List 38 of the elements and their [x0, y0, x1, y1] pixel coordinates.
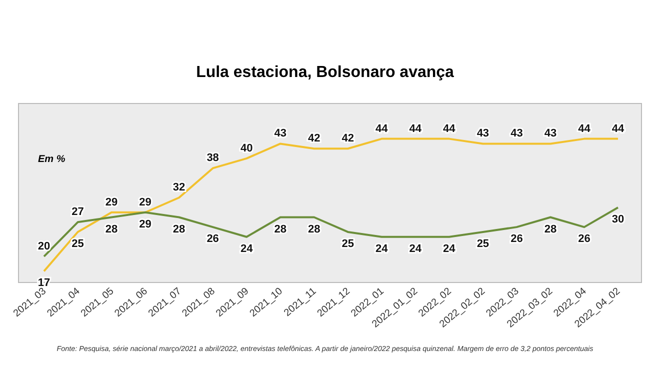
data-label: 29 — [139, 196, 152, 208]
data-label: 28 — [172, 223, 186, 236]
data-label: 27 — [72, 206, 84, 218]
data-label: 28 — [308, 223, 320, 236]
data-label: 43 — [544, 128, 557, 140]
data-label: 28 — [105, 223, 118, 236]
data-label: 24 — [409, 242, 422, 255]
data-label: 24 — [376, 242, 389, 255]
data-label: 26 — [510, 233, 523, 246]
data-label: 29 — [139, 218, 152, 230]
data-label: 44 — [443, 122, 456, 135]
data-label: 17 — [38, 277, 50, 290]
data-label: 42 — [308, 132, 320, 145]
data-label: 25 — [72, 238, 84, 250]
data-label: 25 — [476, 238, 490, 250]
data-label: 43 — [274, 128, 286, 140]
data-label: 28 — [274, 223, 286, 236]
annotation: Em % — [38, 154, 66, 165]
data-label: 38 — [206, 152, 219, 164]
data-label: 24 — [443, 242, 456, 255]
data-label: 42 — [342, 132, 354, 145]
data-label: 44 — [409, 122, 422, 135]
data-label: 44 — [612, 122, 625, 135]
chart-title: Lula estaciona, Bolsonaro avança — [195, 64, 455, 82]
data-label: 43 — [510, 128, 523, 140]
data-label: 24 — [240, 242, 254, 255]
data-label: 44 — [376, 122, 389, 135]
data-label: 40 — [240, 142, 253, 154]
data-label: 26 — [206, 233, 219, 246]
data-label: 25 — [342, 238, 354, 250]
data-label: 32 — [172, 182, 186, 194]
data-label: 30 — [612, 213, 624, 226]
data-label: 28 — [544, 223, 557, 236]
data-label: 29 — [105, 196, 118, 208]
data-label: 20 — [38, 240, 50, 252]
data-label: 43 — [476, 128, 490, 140]
data-label: 26 — [578, 233, 590, 246]
data-label: 44 — [578, 122, 592, 135]
